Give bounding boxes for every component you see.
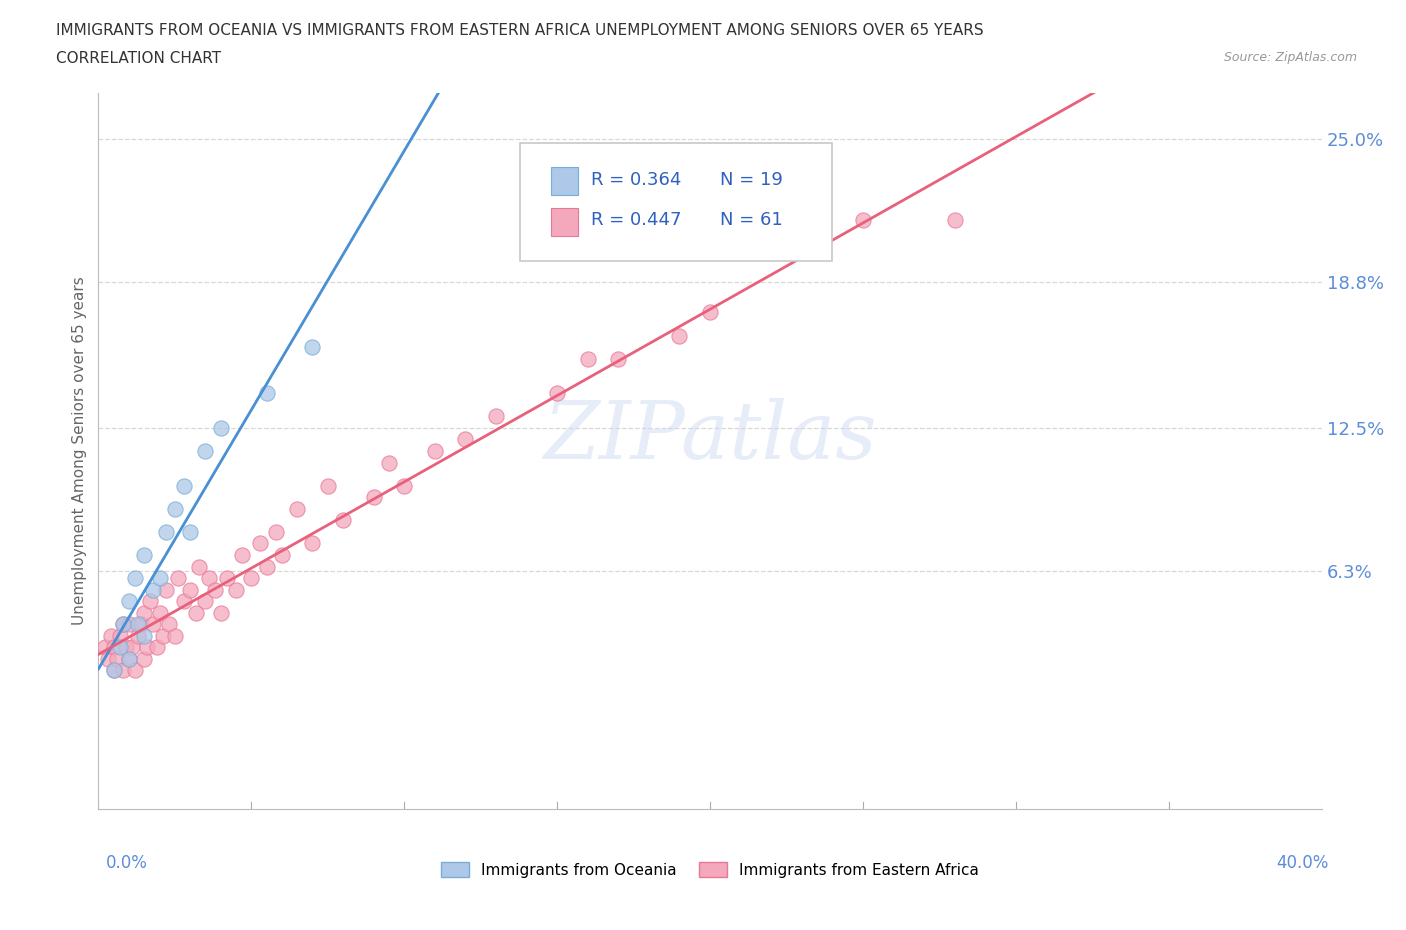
Point <box>118 652 141 667</box>
Point <box>179 582 201 597</box>
Point <box>173 593 195 608</box>
Point <box>576 352 599 366</box>
Point <box>225 582 247 597</box>
Point <box>108 629 131 644</box>
Point <box>149 605 172 620</box>
Point <box>240 571 263 586</box>
Point <box>163 629 186 644</box>
Legend: Immigrants from Oceania, Immigrants from Eastern Africa: Immigrants from Oceania, Immigrants from… <box>434 856 986 884</box>
Point <box>115 640 138 655</box>
Point <box>118 593 141 608</box>
Point <box>249 536 271 551</box>
Point <box>121 640 143 655</box>
Point <box>152 629 174 644</box>
Point <box>155 525 177 539</box>
Point <box>93 640 115 655</box>
Point <box>285 501 308 516</box>
Point <box>378 455 401 470</box>
Point <box>103 640 125 655</box>
Point <box>316 478 339 493</box>
Point <box>134 629 156 644</box>
Text: N = 61: N = 61 <box>720 211 783 230</box>
Point <box>332 513 354 528</box>
Point <box>256 559 278 574</box>
Point <box>209 605 232 620</box>
Point <box>485 409 508 424</box>
Point <box>215 571 238 586</box>
Point <box>142 582 165 597</box>
Point <box>163 501 186 516</box>
Point <box>852 213 875 228</box>
Point <box>157 617 180 631</box>
Point <box>145 640 167 655</box>
Point <box>111 617 134 631</box>
Point <box>134 548 156 563</box>
Point <box>607 352 630 366</box>
Point <box>204 582 226 597</box>
Point <box>256 386 278 401</box>
FancyBboxPatch shape <box>551 207 578 236</box>
Point <box>264 525 287 539</box>
Text: N = 19: N = 19 <box>720 170 783 189</box>
Point <box>423 444 446 458</box>
Point <box>194 593 217 608</box>
Point <box>111 663 134 678</box>
FancyBboxPatch shape <box>520 143 832 261</box>
Point <box>209 420 232 435</box>
Point <box>97 652 120 667</box>
Point <box>392 478 416 493</box>
Point <box>118 617 141 631</box>
Text: R = 0.447: R = 0.447 <box>592 211 682 230</box>
Text: Source: ZipAtlas.com: Source: ZipAtlas.com <box>1223 51 1357 64</box>
Point <box>301 536 323 551</box>
Point <box>134 652 156 667</box>
Text: R = 0.364: R = 0.364 <box>592 170 682 189</box>
Point <box>167 571 190 586</box>
Point <box>363 490 385 505</box>
Point <box>699 305 721 320</box>
Point <box>301 339 323 354</box>
Point <box>118 652 141 667</box>
Point <box>149 571 172 586</box>
Point <box>197 571 219 586</box>
Point <box>270 548 292 563</box>
Point <box>231 548 253 563</box>
Text: 40.0%: 40.0% <box>1277 854 1329 872</box>
Text: 0.0%: 0.0% <box>105 854 148 872</box>
Point <box>127 617 149 631</box>
Point <box>194 444 217 458</box>
FancyBboxPatch shape <box>551 166 578 195</box>
Text: ZIPatlas: ZIPatlas <box>543 398 877 475</box>
Point <box>100 629 122 644</box>
Point <box>103 663 125 678</box>
Point <box>127 629 149 644</box>
Point <box>188 559 211 574</box>
Point <box>136 640 159 655</box>
Point <box>134 605 156 620</box>
Point <box>105 652 128 667</box>
Y-axis label: Unemployment Among Seniors over 65 years: Unemployment Among Seniors over 65 years <box>72 277 87 625</box>
Point <box>108 640 131 655</box>
Point <box>129 617 152 631</box>
Point <box>111 617 134 631</box>
Point <box>186 605 208 620</box>
Point <box>173 478 195 493</box>
Text: IMMIGRANTS FROM OCEANIA VS IMMIGRANTS FROM EASTERN AFRICA UNEMPLOYMENT AMONG SEN: IMMIGRANTS FROM OCEANIA VS IMMIGRANTS FR… <box>56 23 984 38</box>
Point <box>142 617 165 631</box>
Point <box>546 386 568 401</box>
Point <box>668 328 690 343</box>
Point <box>124 571 146 586</box>
Point <box>454 432 477 447</box>
Point <box>103 663 125 678</box>
Point <box>124 663 146 678</box>
Text: CORRELATION CHART: CORRELATION CHART <box>56 51 221 66</box>
Point <box>943 213 966 228</box>
Point <box>155 582 177 597</box>
Point <box>139 593 162 608</box>
Point <box>179 525 201 539</box>
